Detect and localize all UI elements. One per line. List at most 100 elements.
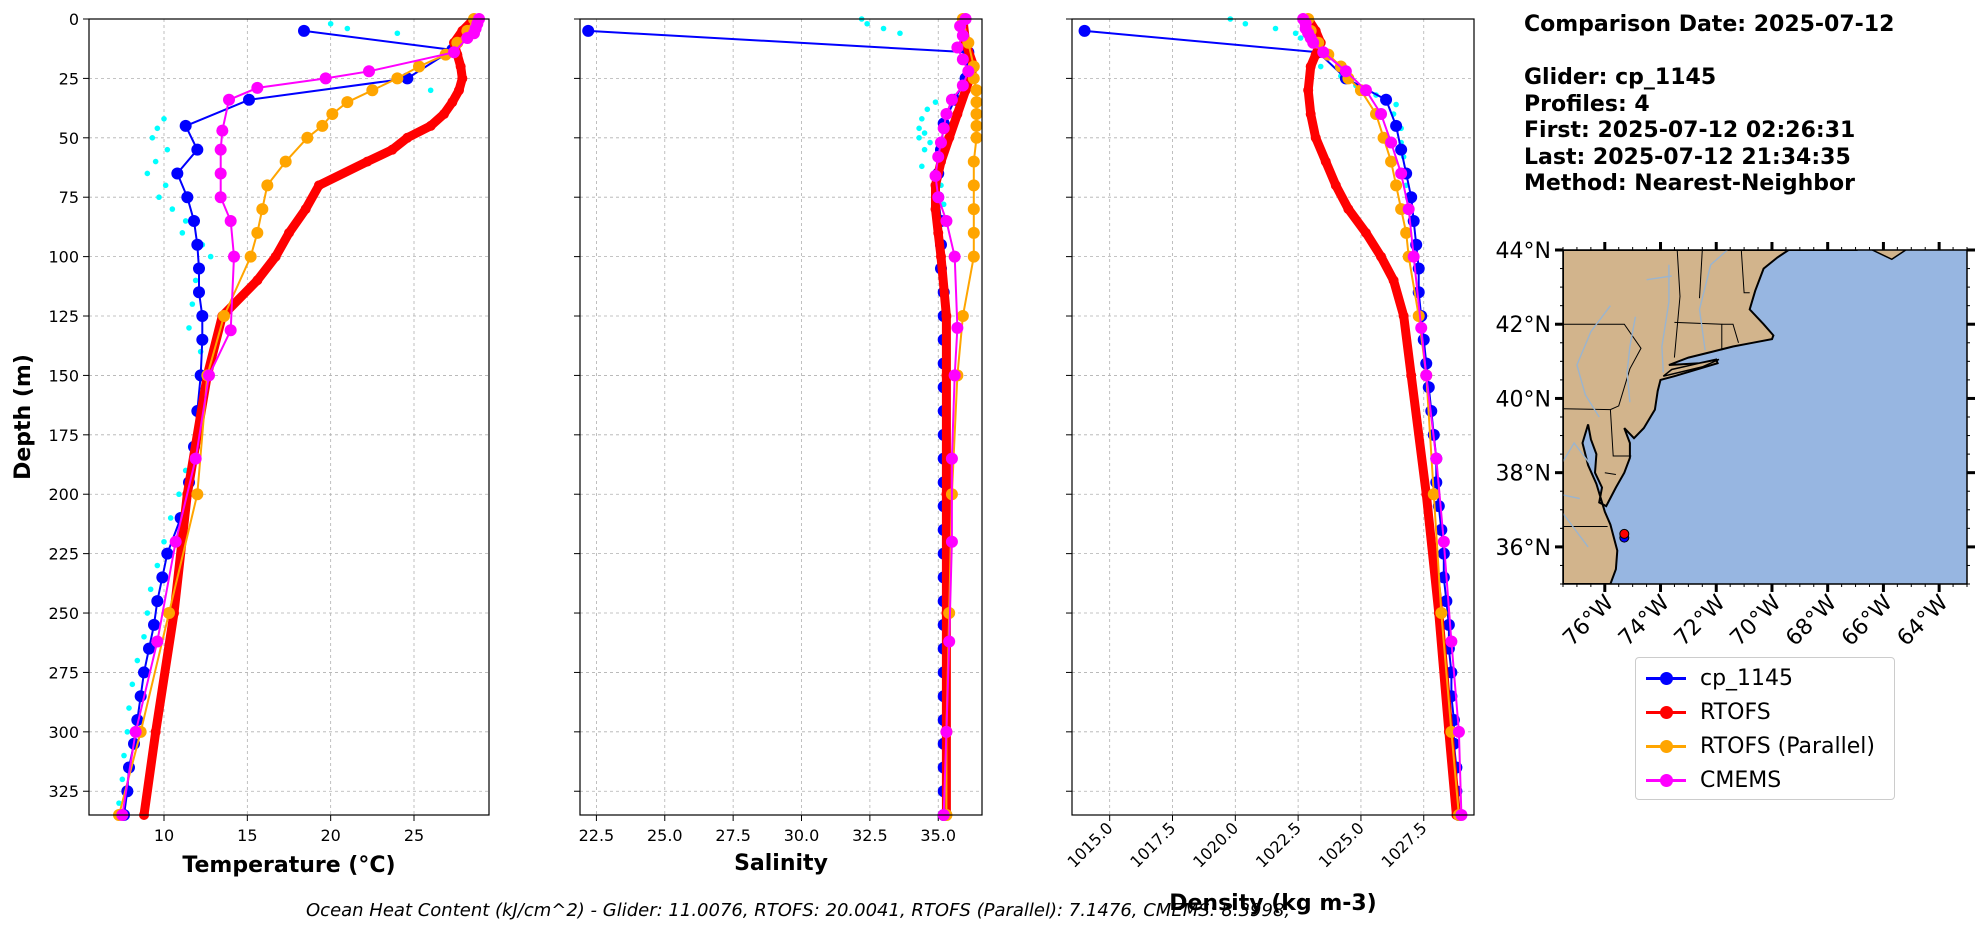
data-point [362, 156, 373, 167]
data-point [391, 72, 404, 85]
glider-raw-point [880, 25, 887, 32]
data-point [1435, 607, 1448, 620]
salinity-axes-frame [579, 18, 983, 816]
glider-raw-point [176, 491, 182, 498]
data-point [970, 96, 983, 109]
data-point [1360, 227, 1371, 238]
glider-raw-point [327, 20, 334, 27]
glider-raw-point [864, 20, 870, 27]
salinity-x-tick-label: 22.5 [579, 826, 615, 845]
depth-tick-label: 200 [48, 485, 79, 504]
glider-raw-point [1393, 101, 1399, 108]
data-point [191, 143, 204, 156]
data-point [138, 666, 150, 679]
temperature-series-cp-1145 [118, 24, 459, 821]
data-point [244, 250, 257, 263]
glider-raw-point [940, 201, 947, 208]
data-point [425, 120, 436, 131]
glider-raw-point [154, 125, 161, 132]
map-lat-label: 44°N [1496, 239, 1551, 264]
info-panel: Comparison Date: 2025-07-12 Glider: cp_1… [1524, 12, 1894, 198]
data-point [1445, 635, 1458, 648]
data-point [1385, 136, 1398, 149]
temperature-axes-frame [88, 18, 490, 816]
salinity-x-tick-label: 35.0 [920, 826, 956, 845]
glider-name: Glider: cp_1145 [1524, 65, 1717, 90]
nova-scotia [1871, 250, 1907, 261]
data-point [1339, 65, 1352, 78]
glider-raw-point [154, 562, 161, 569]
data-point [196, 333, 209, 346]
legend-swatch-glider [1644, 663, 1688, 693]
glider-raw-point [1272, 25, 1279, 32]
data-point [1395, 143, 1408, 156]
temperature-x-tick-label: 20 [320, 826, 340, 845]
data-point [193, 286, 205, 299]
glider-raw-point [924, 106, 931, 113]
data-point [941, 370, 952, 381]
density-x-tick-label: 1027.5 [1378, 818, 1431, 871]
land [1563, 250, 1858, 584]
glider-raw-point [124, 729, 131, 735]
salinity-x-tick-label: 25.0 [647, 826, 683, 845]
data-point [940, 108, 953, 121]
density-series-rtofs-parallel- [1302, 13, 1465, 821]
last-timestamp: Last: 2025-07-12 21:34:35 [1524, 144, 1851, 170]
data-point [933, 227, 944, 238]
map-lon-label: 66°W [1837, 590, 1898, 651]
data-point [956, 29, 969, 42]
data-point [944, 132, 955, 143]
data-point [1422, 381, 1435, 394]
data-point [447, 97, 458, 108]
river [1563, 513, 1589, 548]
glider-raw-point [916, 125, 922, 132]
data-point [1406, 370, 1417, 381]
data-point [1343, 204, 1354, 215]
data-point [129, 725, 142, 738]
density-x-tick-label: 1020.0 [1189, 818, 1242, 871]
data-point [341, 96, 354, 109]
salinity-x-axis-label: Salinity [734, 851, 828, 876]
data-point [314, 180, 324, 191]
data-point [929, 169, 942, 182]
glider-raw-point [129, 681, 136, 688]
temperature-x-tick-label: 25 [404, 826, 424, 845]
map-lon-label: 72°W [1670, 590, 1731, 651]
data-point [940, 214, 953, 227]
state-border [1604, 472, 1616, 475]
data-point [970, 131, 983, 144]
data-point [1427, 488, 1440, 501]
glider-raw-point [921, 130, 928, 136]
data-point [223, 93, 235, 106]
temperature-x-tick-label: 15 [237, 826, 257, 845]
data-point [228, 250, 240, 263]
glider-raw-point [394, 30, 401, 37]
data-point [203, 369, 215, 382]
data-point [1420, 369, 1433, 382]
depth-tick-label: 75 [59, 188, 79, 207]
map-lon-label: 70°W [1726, 590, 1787, 651]
data-point [1402, 203, 1415, 216]
temperature-series-rtofs [139, 14, 479, 820]
data-point [1380, 93, 1393, 106]
data-point [131, 713, 144, 726]
data-point [956, 310, 969, 323]
data-point [143, 642, 155, 655]
data-point [1390, 179, 1403, 192]
glider-raw-point [116, 800, 122, 806]
data-point [457, 73, 468, 84]
legend: cp_1145 RTOFS RTOFS (Parallel) CMEMS [1635, 657, 1895, 800]
glider-raw-point [161, 115, 167, 122]
depth-tick-label: 50 [59, 129, 79, 148]
density-series-cp-1145 [1078, 24, 1465, 821]
info-spacer [1524, 39, 1894, 66]
data-point [935, 251, 946, 262]
data-point [1452, 725, 1465, 738]
data-point [189, 452, 202, 465]
density-x-tick-label: 1022.5 [1252, 818, 1305, 871]
data-point [954, 20, 967, 33]
depth-tick-label: 325 [48, 782, 79, 801]
data-point [951, 321, 964, 334]
glider-raw-point [149, 135, 156, 141]
data-point [261, 179, 274, 192]
